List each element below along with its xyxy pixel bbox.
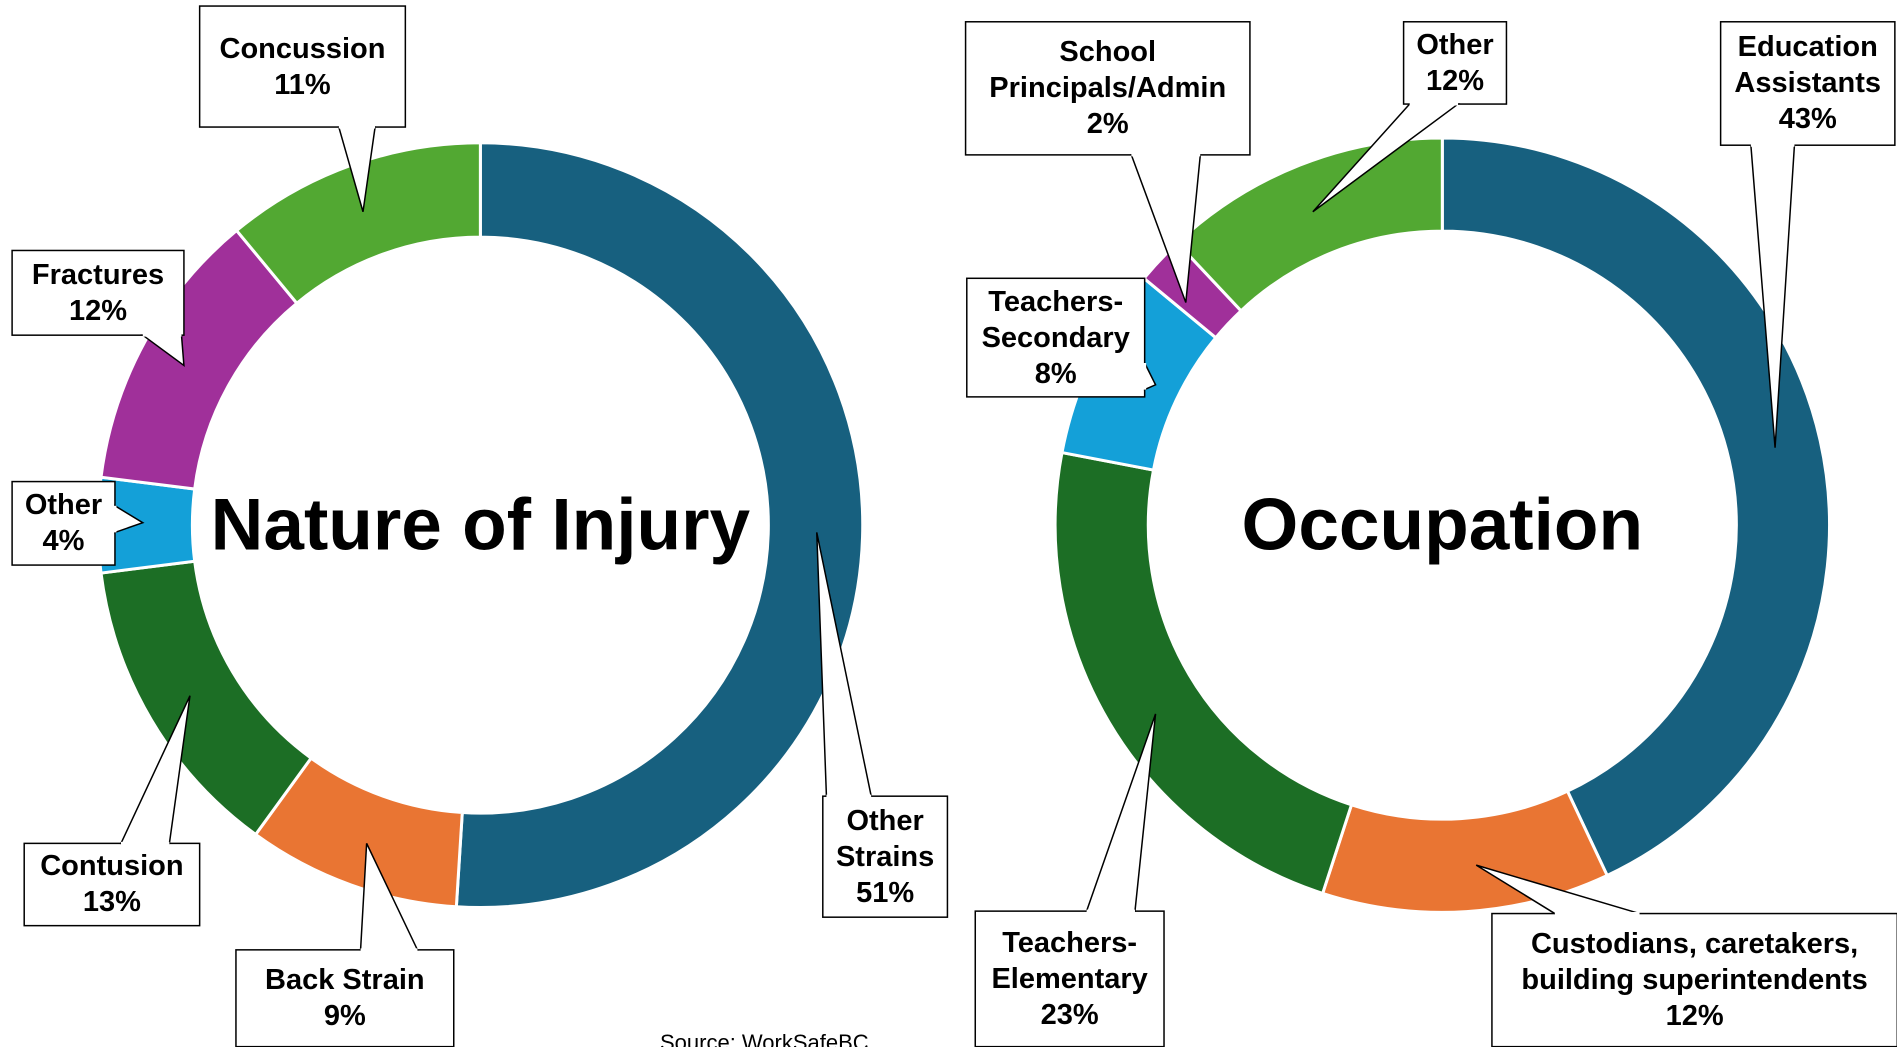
category-label: Teachers-Secondary	[981, 285, 1130, 354]
value-label: 4%	[42, 525, 85, 558]
callout-box	[822, 795, 949, 918]
value-label: 51%	[856, 876, 915, 909]
category-label: Back Strain	[265, 964, 425, 997]
callout-label: Education Assistants 43%	[1721, 22, 1895, 145]
callout-label: Teachers-Secondary 8%	[967, 278, 1145, 397]
chart-title: Nature of Injury	[210, 484, 751, 566]
callout-label: Other 4%	[12, 482, 115, 565]
callout-label: Back Strain 9%	[236, 950, 454, 1047]
donut-segment	[234, 141, 482, 306]
donut-segment	[99, 559, 314, 837]
value-label: 12%	[1425, 64, 1485, 97]
category-label: Other	[24, 489, 103, 522]
callout-box	[198, 5, 407, 128]
value-label: 8%	[1034, 357, 1077, 390]
category-label: Contusion	[40, 850, 184, 883]
value-label: 2%	[1086, 108, 1129, 141]
callout-label: Contusion 13%	[24, 843, 199, 925]
donut-segment	[1053, 450, 1354, 896]
value-label: 12%	[68, 294, 128, 327]
callout-label: Other Strains 51%	[823, 796, 948, 917]
callout-label: Teachers-Elementary 23%	[975, 911, 1164, 1047]
callout-label: Other 12%	[1404, 22, 1507, 104]
category-label: Education Assistants	[1734, 31, 1882, 100]
category-label: Other Strains	[835, 804, 935, 873]
value-label: 43%	[1778, 103, 1837, 136]
callout-box	[11, 480, 116, 566]
category-label: Concussion	[219, 32, 386, 65]
donut-segment	[1175, 136, 1444, 313]
category-label: Other	[1416, 28, 1494, 61]
category-label: School Principals/Admin	[989, 36, 1227, 105]
callout-label: Fractures 12%	[12, 250, 184, 335]
donut-segment	[454, 141, 865, 909]
chart-title: Occupation	[1241, 484, 1644, 566]
category-label: Custodians, caretakers, building superin…	[1521, 928, 1868, 997]
callout-box	[974, 910, 1165, 1047]
callout-label: School Principals/Admin 2%	[966, 22, 1250, 155]
callout-label: Concussion 11%	[200, 6, 406, 127]
source: Source: WorkSafeBC	[660, 1030, 869, 1047]
value-label: 12%	[1665, 1000, 1724, 1033]
callout-box	[1402, 21, 1508, 105]
callout-box	[1719, 21, 1896, 146]
category-label: Teachers-Elementary	[991, 926, 1148, 995]
callout-box	[235, 949, 455, 1047]
callout-box	[23, 842, 201, 927]
value-label: 13%	[82, 886, 141, 919]
value-label: 9%	[323, 1000, 366, 1033]
callout-box	[11, 249, 185, 336]
callout-box	[964, 21, 1251, 156]
donut-segment	[1440, 136, 1832, 878]
callout-label: Custodians, caretakers, building superin…	[1492, 914, 1897, 1047]
callout-box	[966, 277, 1146, 398]
value-label: 11%	[274, 68, 331, 101]
callout-box	[1491, 912, 1897, 1047]
category-label: Fractures	[31, 258, 165, 291]
value-label: 23%	[1040, 998, 1099, 1031]
